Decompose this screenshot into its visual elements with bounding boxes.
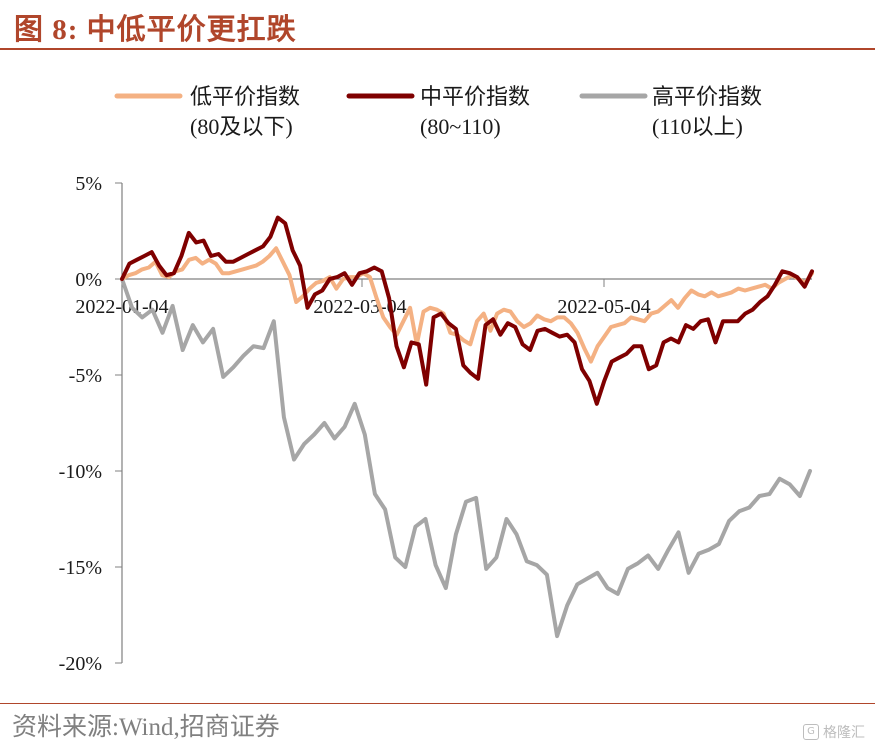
mid-parity-line bbox=[120, 215, 814, 406]
watermark: G 格隆汇 bbox=[803, 722, 865, 742]
y-tick-label: 0% bbox=[75, 269, 102, 291]
legend-item-low: 低平价指数 (80及以下) bbox=[114, 84, 300, 139]
legend-sublabel-low: (80及以下) bbox=[190, 114, 293, 139]
low-parity-line bbox=[120, 246, 814, 364]
title-divider bbox=[0, 48, 875, 50]
legend-sublabel-mid: (80~110) bbox=[420, 114, 501, 139]
y-ticks: 5% 0% -5% -10% -15% -20% bbox=[59, 173, 122, 675]
legend-label-high: 高平价指数 bbox=[652, 84, 762, 109]
y-tick-label: -10% bbox=[59, 461, 102, 483]
source-note: 资料来源:Wind,招商证券 bbox=[12, 714, 280, 741]
legend-label-low: 低平价指数 bbox=[190, 84, 300, 109]
watermark-text: 格隆汇 bbox=[823, 725, 865, 741]
source-divider bbox=[0, 703, 875, 704]
high-parity-line bbox=[120, 277, 812, 639]
legend-sublabel-high: (110以上) bbox=[652, 114, 743, 139]
figure-title: 图 8: 中低平价更扛跌 bbox=[14, 14, 297, 46]
y-tick-label: -15% bbox=[59, 557, 102, 579]
y-axis: 5% 0% -5% -10% -15% -20% bbox=[59, 173, 123, 675]
x-axis: 2022-01-04 2022-03-04 2022-05-04 bbox=[75, 278, 812, 318]
legend-item-high: 高平价指数 (110以上) bbox=[579, 84, 762, 139]
watermark-logo-icon: G bbox=[803, 724, 819, 740]
legend: 低平价指数 (80及以下) 中平价指数 (80~110) 高平价指数 (110以… bbox=[114, 84, 762, 139]
y-tick-label: -5% bbox=[69, 365, 102, 387]
y-tick-label: -20% bbox=[59, 653, 102, 675]
x-tick-label-1: 2022-01-04 bbox=[75, 296, 168, 318]
line-chart: 低平价指数 (80及以下) 中平价指数 (80~110) 高平价指数 (110以… bbox=[59, 84, 814, 675]
series-layer bbox=[120, 215, 814, 639]
legend-item-mid: 中平价指数 (80~110) bbox=[346, 84, 530, 139]
legend-label-mid: 中平价指数 bbox=[420, 84, 530, 109]
y-tick-label: 5% bbox=[75, 173, 102, 195]
x-tick-label-3: 2022-05-04 bbox=[557, 296, 650, 318]
